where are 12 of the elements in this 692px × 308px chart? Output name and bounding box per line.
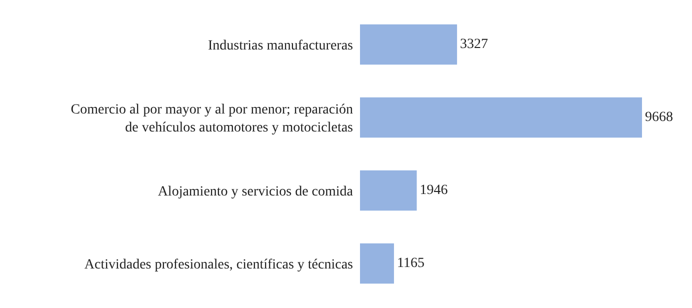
y-tick-label: Comercio al por mayor y al por menor; reparación de vehículos automotores y motocicletas [70, 102, 353, 136]
data-label: 9668 [645, 110, 673, 125]
data-label: 1165 [396, 256, 424, 272]
bar [360, 170, 417, 211]
y-tick-label: Actividades profesionales, científicas y técnicas [84, 257, 353, 272]
bar [360, 97, 642, 138]
bar [360, 243, 394, 284]
y-tick-label: Alojamiento y servicios de comida [158, 184, 354, 200]
bar [360, 24, 458, 65]
y-tick-label: Industrias manufactureras [208, 38, 353, 54]
data-label: 3327 [460, 37, 488, 52]
data-label: 1946 [420, 183, 448, 198]
